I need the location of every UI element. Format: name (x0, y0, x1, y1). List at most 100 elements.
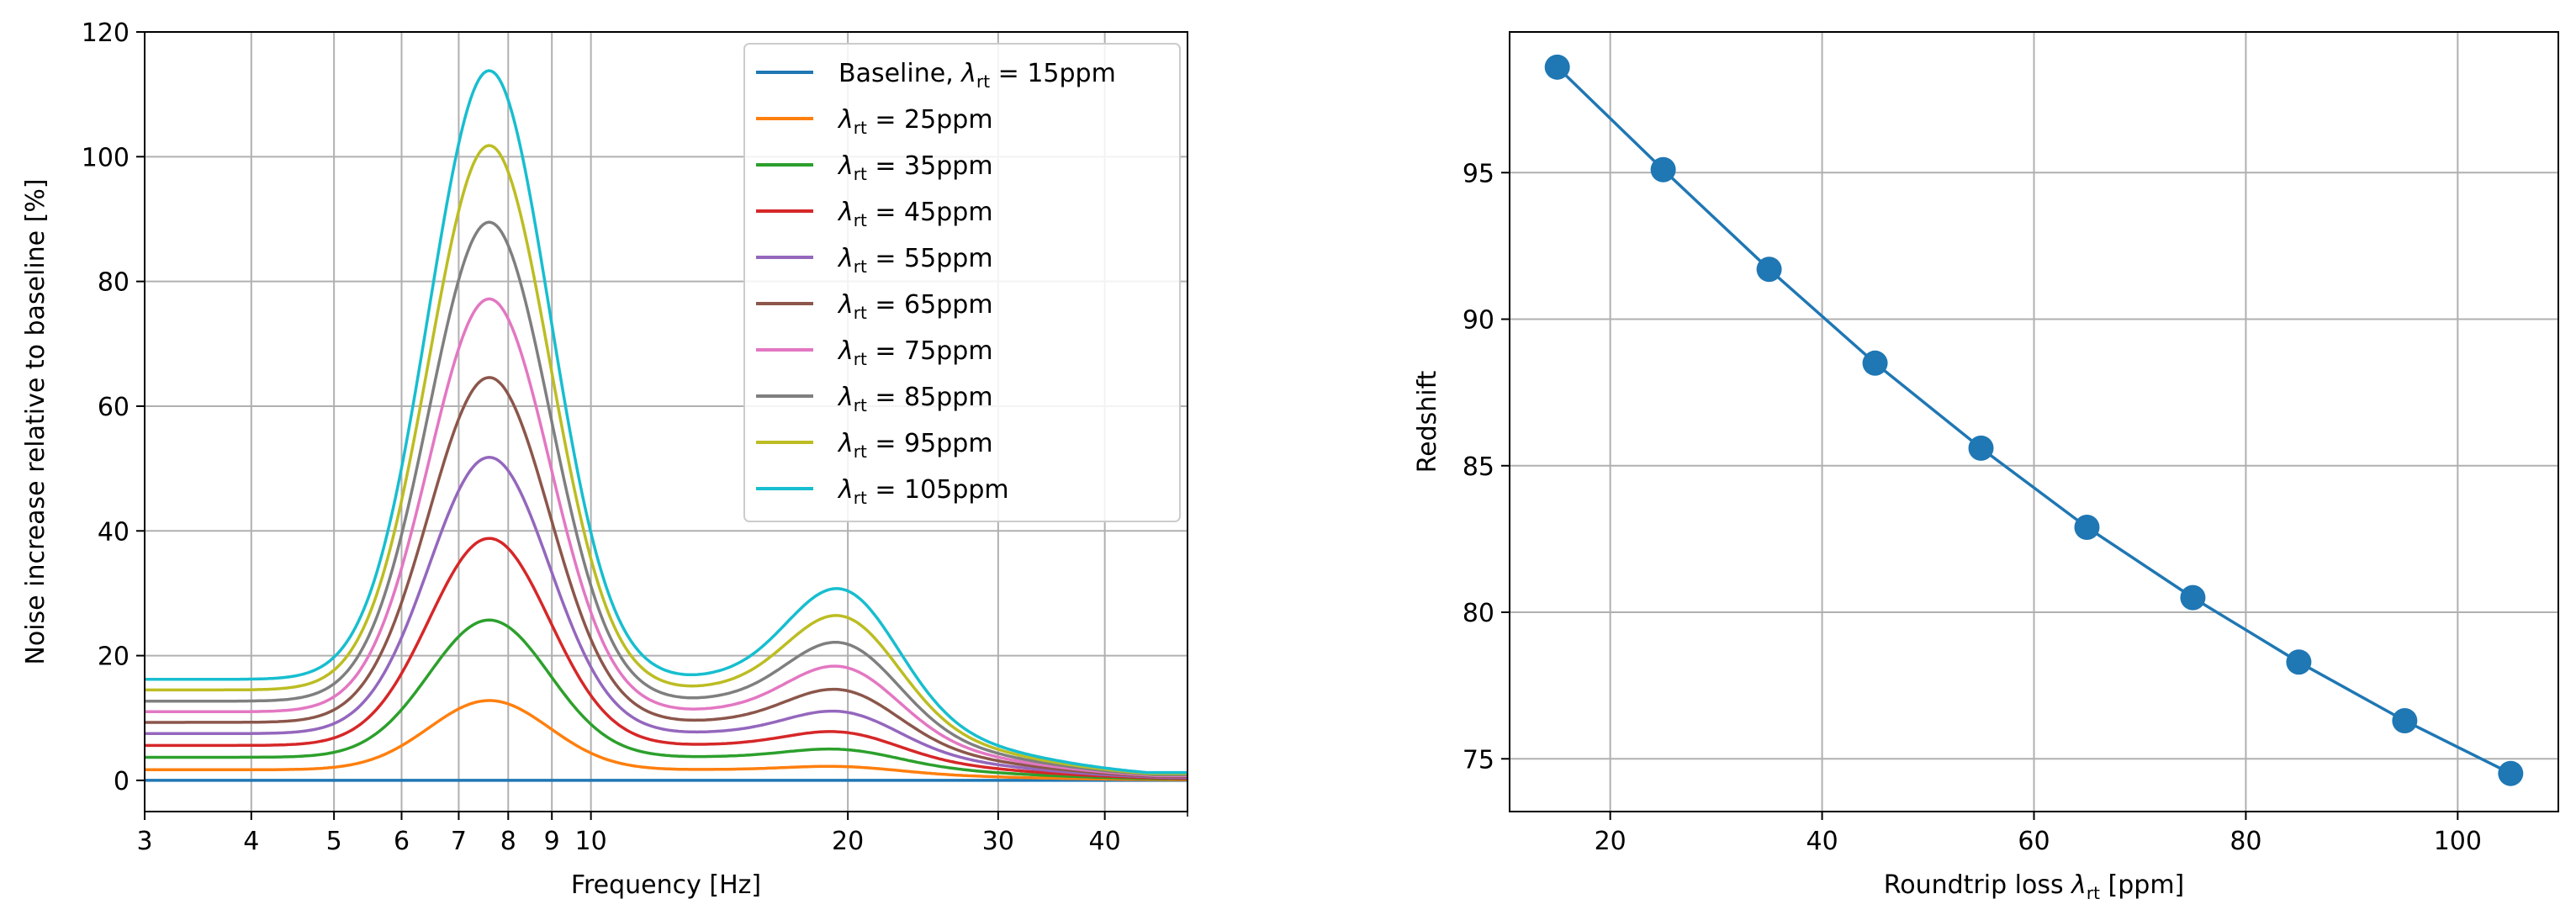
rt-subscript: rt (854, 257, 867, 277)
right-y-tick-label: 85 (1463, 452, 1494, 482)
right-y-tick-label: 95 (1463, 159, 1494, 188)
rt-subscript: rt (854, 395, 867, 415)
right-y-ticks: 75 80 85 90 95 (1463, 159, 1510, 775)
rt-subscript: rt (976, 71, 990, 92)
lambda-symbol: λ (837, 151, 854, 181)
lambda-symbol: λ (2070, 870, 2087, 900)
lambda-symbol: λ (837, 336, 854, 366)
legend-suffix: = 95ppm (867, 429, 993, 458)
right-y-tick-label: 75 (1463, 745, 1494, 775)
left-y-ticks: 0 20 40 60 80 100 120 (82, 19, 145, 796)
rt-subscript: rt (854, 303, 867, 323)
data-point-1 (1650, 156, 1676, 182)
left-x-tick-label: 40 (1089, 827, 1121, 856)
right-x-tick-label: 20 (1595, 827, 1627, 856)
data-point-3 (1862, 350, 1888, 376)
lambda-symbol: λ (837, 105, 854, 135)
left-x-ticks: 3 4 5 6 7 8 9 10 20 30 40 (136, 812, 1188, 856)
left-series-lines (145, 69, 1187, 782)
data-point-6 (2180, 584, 2206, 611)
rt-subscript: rt (854, 164, 867, 184)
left-y-tick-label: 40 (98, 517, 130, 547)
left-x-tick-label: 4 (243, 827, 259, 856)
series-line-8 (145, 144, 1187, 775)
legend-entry-0: Baseline, λrt = 15ppm (838, 59, 1116, 92)
right-series (1544, 54, 2524, 786)
data-point-4 (1968, 435, 1994, 461)
legend-entry-5: λrt = 65ppm (837, 290, 993, 323)
legend-box (743, 43, 1181, 522)
left-y-tick-label: 60 (98, 393, 130, 422)
rt-subscript: rt (854, 349, 867, 369)
left-y-tick-label: 120 (82, 19, 130, 48)
legend-entry-8: λrt = 95ppm (837, 429, 993, 462)
series-line-6 (145, 297, 1187, 778)
lambda-symbol: λ (837, 383, 854, 412)
left-y-tick-label: 100 (82, 143, 130, 172)
left-x-tick-label: 8 (500, 827, 516, 856)
legend-entry-9: λrt = 105ppm (837, 475, 1009, 508)
right-x-tick-label: 60 (2018, 827, 2050, 856)
series-line-4 (145, 456, 1187, 780)
legend-entry-4: λrt = 55ppm (837, 244, 993, 277)
legend-entry-3: λrt = 45ppm (837, 198, 993, 230)
left-y-tick-label: 20 (98, 643, 130, 672)
legend-suffix: = 105ppm (867, 475, 1009, 505)
right-x-label-prefix: Roundtrip loss (1884, 870, 2071, 900)
right-x-tick-label: 40 (1806, 827, 1838, 856)
rt-subscript: rt (854, 442, 867, 462)
left-x-tick-label: 20 (832, 827, 864, 856)
left-x-tick-label: 7 (451, 827, 467, 856)
lambda-symbol: λ (837, 429, 854, 458)
legend-suffix: = 75ppm (867, 336, 993, 366)
legend-suffix: = 25ppm (867, 105, 993, 135)
series-line-5 (145, 376, 1187, 779)
legend-entry-2: λrt = 35ppm (837, 151, 993, 184)
left-y-tick-label: 0 (114, 767, 130, 796)
right-grid (1510, 32, 2558, 812)
right-x-label-suffix: [ppm] (2100, 870, 2184, 900)
legend-suffix: = 15ppm (990, 59, 1116, 88)
left-x-axis-label: Frequency [Hz] (571, 870, 761, 900)
legend-suffix: = 85ppm (867, 383, 993, 412)
legend-suffix: = 35ppm (867, 151, 993, 181)
right-x-tick-label: 100 (2434, 827, 2482, 856)
series-line-1 (145, 699, 1187, 781)
right-x-axis-label: Roundtrip loss λrt [ppm] (1884, 870, 2185, 903)
left-x-tick-label: 3 (136, 827, 152, 856)
left-x-tick-label: 6 (394, 827, 410, 856)
lambda-symbol: λ (837, 290, 854, 320)
rt-subscript: rt (854, 210, 867, 230)
legend-suffix: = 65ppm (867, 290, 993, 320)
lambda-symbol: λ (837, 475, 854, 505)
right-y-tick-label: 90 (1463, 306, 1494, 336)
left-plot-frame (144, 31, 1188, 812)
left-y-tick-label: 80 (98, 268, 130, 298)
legend-entry-6: λrt = 75ppm (837, 336, 993, 369)
data-point-2 (1756, 257, 1782, 283)
right-y-axis-label: Redshift (1413, 370, 1442, 473)
data-point-8 (2392, 707, 2418, 733)
left-y-axis-label: Noise increase relative to baseline [%] (21, 178, 50, 664)
data-point-7 (2286, 649, 2312, 675)
noise-increase-chart: 3 4 5 6 7 8 9 10 20 30 40 0 20 40 60 80 100 120 Frequenc… (21, 19, 1188, 900)
redshift-line (1556, 66, 2512, 775)
series-line-2 (145, 618, 1187, 781)
data-point-9 (2498, 760, 2524, 786)
right-y-tick-label: 80 (1463, 599, 1494, 628)
lambda-symbol: λ (837, 198, 854, 227)
rt-subscript: rt (2087, 883, 2100, 903)
left-x-tick-label: 9 (544, 827, 560, 856)
right-x-ticks: 20 40 60 80 100 (1595, 812, 2482, 856)
legend-entry-1: λrt = 25ppm (837, 105, 993, 138)
data-point-0 (1544, 54, 1570, 80)
left-x-tick-label: 10 (575, 827, 607, 856)
left-x-tick-label: 30 (982, 827, 1014, 856)
lambda-symbol: λ (960, 59, 976, 88)
lambda-symbol: λ (837, 244, 854, 273)
rt-subscript: rt (854, 118, 867, 138)
series-line-3 (145, 537, 1187, 780)
left-x-tick-label: 5 (326, 827, 342, 856)
data-point-5 (2074, 514, 2100, 540)
